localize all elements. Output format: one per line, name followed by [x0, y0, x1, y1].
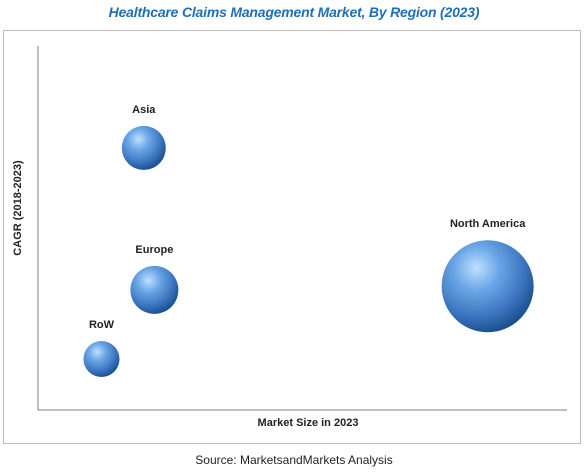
bubble-asia: [121, 125, 166, 170]
bubble-row: [83, 341, 120, 378]
bubble-label-row: RoW: [89, 319, 115, 331]
bubble-series: Asia Europe RoW North America: [83, 104, 534, 378]
source-note: Source: MarketsandMarkets Analysis: [195, 453, 393, 467]
bubble-europe: [130, 265, 179, 314]
bubble-north-america: [441, 240, 534, 333]
y-axis-label: CAGR (2018-2023): [12, 160, 24, 256]
x-axis-label: Market Size in 2023: [258, 417, 359, 429]
chart-title: Healthcare Claims Management Market, By …: [108, 4, 480, 20]
bubble-label-north-america: North America: [450, 218, 526, 230]
chart-frame: [3, 30, 581, 444]
bubble-label-europe: Europe: [135, 244, 173, 256]
bubble-label-asia: Asia: [132, 104, 156, 116]
